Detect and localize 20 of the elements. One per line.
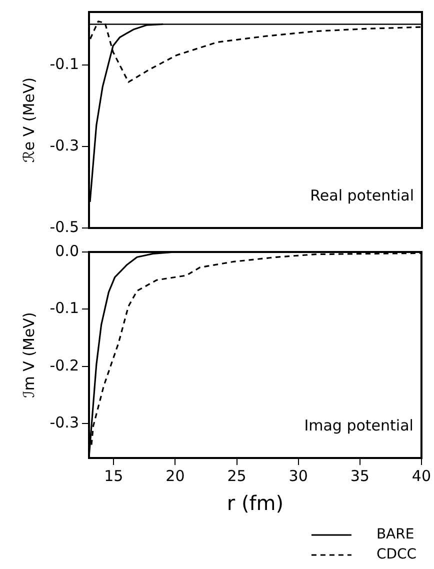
x-tick-label: 15 — [104, 466, 124, 485]
x-tick-label: 25 — [227, 466, 246, 485]
y-tick-label: -0.1 — [50, 299, 79, 318]
y-axis-title: ℐm V (MeV) — [20, 312, 38, 398]
x-axis-title: r (fm) — [226, 491, 284, 516]
x-tick-label: 35 — [350, 466, 370, 485]
annotation: Imag potential — [304, 416, 414, 434]
y-axis-title: ℛe V (MeV) — [20, 77, 38, 163]
y-tick-label: -0.3 — [50, 414, 79, 432]
annotation: Real potential — [310, 186, 414, 204]
y-tick-label: -0.2 — [50, 356, 79, 374]
y-tick-label: -0.5 — [50, 218, 79, 236]
legend-label: CDCC — [376, 546, 417, 563]
y-tick-label: -0.1 — [50, 54, 79, 73]
x-tick-label: 40 — [412, 466, 432, 485]
y-tick-label: 0.0 — [55, 242, 79, 260]
legend-label: BARE — [376, 526, 414, 543]
x-tick-label: 20 — [166, 466, 185, 485]
y-tick-label: -0.3 — [50, 136, 79, 154]
x-tick-label: 30 — [288, 466, 308, 485]
